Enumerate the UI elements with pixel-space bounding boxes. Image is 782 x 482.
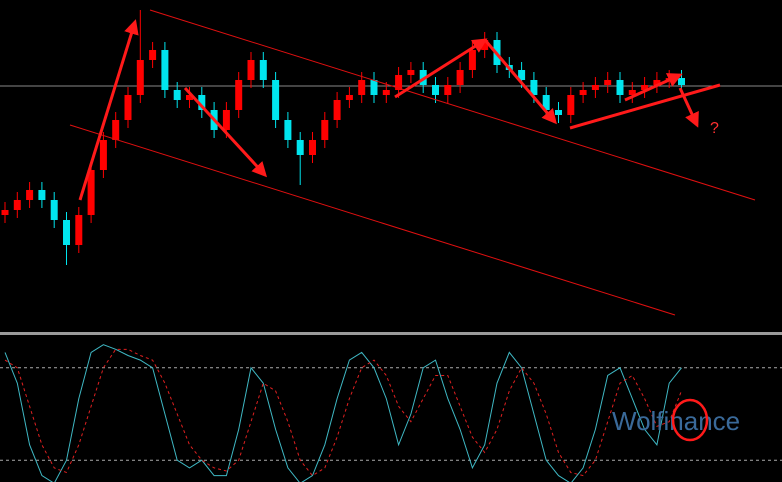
candle-body — [333, 100, 341, 120]
candle-body — [136, 60, 144, 95]
candle-body — [13, 200, 21, 210]
oscillator-line — [4, 348, 682, 477]
candle-body — [26, 190, 34, 200]
oscillator — [0, 344, 782, 482]
channel-line — [149, 9, 756, 201]
candle-body — [678, 78, 685, 85]
candle-body — [235, 80, 243, 110]
candle-body — [456, 70, 464, 85]
arrow — [483, 39, 557, 125]
candle-body — [653, 80, 661, 85]
candle-body — [75, 215, 83, 245]
candle-body — [50, 200, 58, 220]
channel-lines — [69, 9, 756, 316]
candle-body — [309, 140, 316, 155]
candle-body — [272, 80, 280, 120]
candle-body — [1, 210, 9, 215]
candle-body — [555, 110, 562, 115]
panel-separator — [0, 332, 782, 335]
candle-body — [432, 85, 439, 95]
candle-body — [222, 110, 230, 130]
candle-body — [345, 95, 353, 100]
candle-body — [124, 95, 132, 120]
candle-body — [518, 70, 526, 80]
arrow — [624, 73, 683, 102]
candle-body — [99, 140, 107, 170]
candle-body — [444, 85, 452, 95]
candle-body — [395, 75, 403, 90]
channel-line — [69, 124, 676, 316]
trend-arrows — [78, 19, 699, 201]
candle-body — [591, 85, 599, 90]
candle-body — [112, 120, 120, 140]
highlight-circle — [671, 398, 709, 442]
candle-body — [198, 95, 206, 110]
candle-body — [542, 95, 550, 110]
arrow — [394, 38, 488, 99]
candle-body — [407, 70, 415, 75]
oscillator-line — [4, 344, 682, 482]
candle-body — [370, 80, 378, 95]
annotation: ? — [710, 120, 719, 137]
candle-body — [38, 190, 46, 200]
candle-body — [186, 95, 193, 100]
candle-body — [468, 50, 476, 70]
candle-body — [161, 50, 169, 90]
candle-body — [382, 90, 390, 95]
candle-body — [641, 85, 649, 90]
candles — [1, 10, 685, 265]
support-line — [569, 83, 721, 130]
candle-body — [173, 90, 181, 100]
candle-body — [604, 80, 612, 85]
arrow — [183, 86, 268, 178]
candle-body — [296, 140, 304, 155]
candle-body — [530, 80, 538, 95]
candle-body — [149, 50, 157, 60]
candle-body — [87, 170, 95, 215]
candle-body — [567, 95, 575, 115]
candle-body — [247, 60, 255, 80]
candle-body — [63, 220, 70, 245]
candle-body — [628, 90, 636, 95]
candle-body — [284, 120, 292, 140]
candle-body — [259, 60, 267, 80]
candle-body — [321, 120, 329, 140]
candle-body — [358, 80, 366, 95]
candle-body — [616, 80, 624, 95]
candle-body — [579, 90, 587, 95]
arrow — [78, 19, 139, 201]
